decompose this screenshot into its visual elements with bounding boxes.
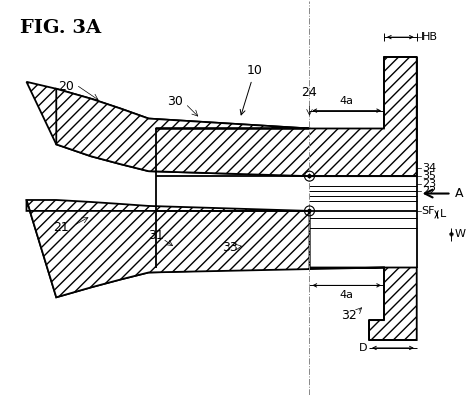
Text: 10: 10 [240,64,263,115]
Text: FIG. 3A: FIG. 3A [19,19,100,37]
Text: 31: 31 [148,229,164,242]
Text: D: D [359,343,367,353]
Text: 22: 22 [422,186,436,196]
Text: 20: 20 [58,80,74,93]
Circle shape [308,209,311,212]
Text: SF: SF [422,206,435,216]
Text: 30: 30 [167,95,183,108]
Text: 24: 24 [301,86,318,99]
Text: 4a: 4a [340,290,354,300]
Circle shape [308,175,311,178]
Text: 35: 35 [422,171,436,181]
Text: W: W [455,229,465,239]
Text: 4a: 4a [340,96,354,106]
Text: L: L [439,209,446,219]
Text: 21: 21 [54,221,69,234]
Text: 33: 33 [222,241,238,254]
Polygon shape [27,82,310,176]
Text: 23: 23 [422,179,436,189]
Text: HB: HB [422,32,438,42]
Text: 32: 32 [341,308,357,322]
Polygon shape [56,57,417,176]
Polygon shape [27,200,417,340]
Text: 34: 34 [422,163,436,173]
Text: A: A [455,187,463,200]
Text: I: I [421,32,424,42]
Polygon shape [27,200,310,297]
